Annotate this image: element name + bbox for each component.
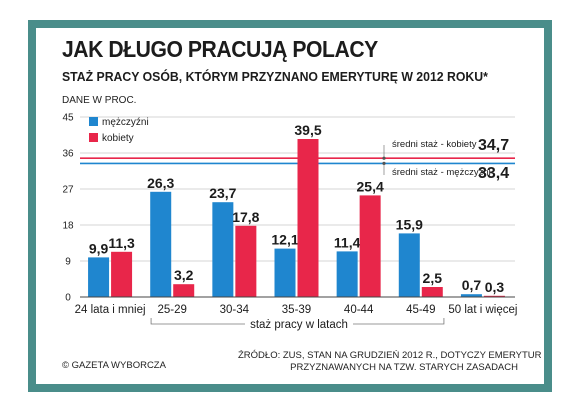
legend-label: kobiety: [102, 133, 134, 144]
x-tick-label: 25-29: [158, 304, 187, 316]
y-tick-label: 45: [62, 113, 74, 124]
copyright-label: © GAZETA WYBORCZA: [62, 360, 166, 371]
y-tick-label: 36: [62, 149, 74, 160]
bar-men: [398, 233, 420, 297]
source-line-2: PRZYZNAWANYCH NA TZW. STARYCH ZASADACH: [290, 362, 518, 373]
reference-value-men: 33,4: [478, 165, 509, 182]
source-line-1: ŹRÓDŁO: ZUS, STAN NA GRUDZIEŃ 2012 R., D…: [238, 350, 542, 361]
bar-men: [274, 248, 296, 297]
legend-label: mężczyźni: [102, 117, 149, 128]
y-tick-label: 9: [65, 257, 71, 268]
bar-men: [336, 251, 358, 297]
page-title: JAK DŁUGO PRACUJĄ POLACY: [62, 36, 378, 62]
bar-women: [173, 284, 195, 297]
data-label: 0,3: [485, 279, 505, 295]
data-label: 11,4: [334, 234, 361, 250]
x-tick-label: 35-39: [282, 304, 311, 316]
data-label: 3,2: [174, 267, 194, 283]
data-label: 2,5: [423, 270, 443, 286]
data-label: 26,3: [147, 175, 174, 191]
x-axis-label-bg: [245, 317, 353, 331]
bar-women: [297, 139, 319, 297]
bar-men: [460, 294, 482, 297]
x-tick-label: 50 lat i więcej: [448, 304, 517, 316]
x-tick-label: 45-49: [406, 304, 435, 316]
bar-men: [150, 191, 172, 297]
bar-women: [359, 195, 381, 297]
data-label: 23,7: [209, 185, 236, 201]
y-tick-label: 0: [65, 293, 71, 304]
source-note: ŹRÓDŁO: ZUS, STAN NA GRUDZIEŃ 2012 R., D…: [238, 350, 542, 374]
data-label: 12,1: [271, 232, 298, 248]
bar-women: [111, 251, 133, 297]
bar-women: [421, 287, 443, 297]
bar-women: [483, 295, 505, 297]
x-axis-label: staż pracy w latach: [250, 319, 348, 331]
bar-women: [235, 225, 257, 297]
y-tick-label: 18: [62, 221, 74, 232]
bar-men: [88, 257, 110, 297]
units-label: DANE W PROC.: [62, 95, 137, 106]
reference-value-women: 34,7: [478, 137, 509, 154]
y-tick-label: 27: [62, 185, 74, 196]
data-label: 9,9: [89, 240, 109, 256]
x-tick-label: 40-44: [344, 304, 374, 316]
data-label: 39,5: [294, 122, 321, 138]
annotation-dot-women: [382, 156, 386, 160]
legend-swatch-men: [89, 117, 98, 126]
bar-men: [212, 202, 234, 297]
reference-label-men: średni staż - mężczyźni: [392, 167, 491, 178]
data-label: 0,7: [462, 277, 482, 293]
x-tick-label: 24 lata i mniej: [75, 304, 146, 316]
data-label: 11,3: [108, 235, 135, 251]
data-label: 25,4: [357, 178, 384, 194]
legend-swatch-women: [89, 133, 98, 142]
x-tick-label: 30-34: [220, 304, 250, 316]
annotation-dot-men: [382, 161, 386, 165]
data-label: 17,8: [232, 209, 259, 225]
data-label: 15,9: [396, 216, 423, 232]
reference-label-women: średni staż - kobiety: [392, 139, 477, 150]
chart-subtitle: STAŻ PRACY OSÓB, KTÓRYM PRZYZNANO EMERYT…: [62, 69, 488, 84]
